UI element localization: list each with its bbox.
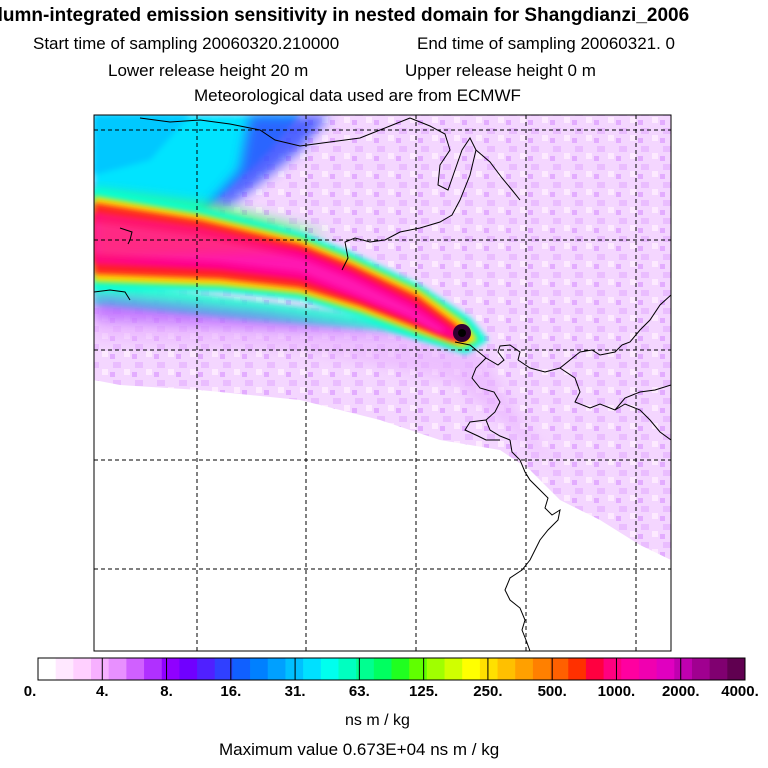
colorbar-swatch: [338, 658, 357, 680]
colorbar-tick-label: 500.: [537, 683, 567, 700]
colorbar-swatch: [585, 658, 605, 680]
colorbar-tick-label: 4000.: [721, 683, 759, 700]
colorbar-swatch: [250, 658, 269, 680]
start-time-label: Start time of sampling 20060320.210000: [33, 34, 340, 53]
colorbar-swatch: [91, 658, 110, 680]
lower-release-label: Lower release height 20 m: [108, 61, 309, 80]
plot-title: olumn-integrated emission sensitivity in…: [0, 5, 690, 26]
colorbar-swatch: [38, 658, 57, 680]
colorbar: [37, 657, 746, 681]
colorbar-swatch: [603, 658, 622, 680]
colorbar-unit-label: ns m / kg: [345, 712, 410, 729]
colorbar-swatch: [161, 658, 180, 680]
colorbar-swatch: [656, 658, 675, 680]
colorbar-swatch: [303, 658, 322, 680]
colorbar-swatch: [674, 658, 693, 680]
colorbar-swatch: [568, 658, 587, 680]
colorbar-swatch: [444, 658, 463, 680]
colorbar-swatch: [373, 658, 392, 680]
colorbar-swatch: [73, 658, 92, 680]
maximum-value-label: Maximum value 0.673E+04 ns m / kg: [219, 740, 500, 759]
colorbar-swatch: [179, 658, 198, 680]
colorbar-swatch: [55, 658, 74, 680]
colorbar-swatch: [232, 658, 251, 680]
colorbar-tick-label: 63.: [348, 683, 370, 700]
colorbar-frame: [37, 657, 746, 681]
colorbar-swatch: [144, 658, 163, 680]
coastlines-borders: [94, 117, 671, 651]
colorbar-swatch: [515, 658, 534, 680]
colorbar-swatch: [356, 658, 375, 680]
colorbar-swatch: [409, 658, 428, 680]
colorbar-swatch: [532, 658, 552, 680]
colorbar-swatch: [285, 658, 304, 680]
upper-release-label: Upper release height 0 m: [405, 61, 596, 80]
colorbar-swatch: [621, 658, 640, 680]
colorbar-tick-label: 0.: [23, 683, 37, 700]
met-data-label: Meteorological data used are from ECMWF: [194, 86, 521, 105]
colorbar-swatch: [550, 658, 569, 680]
colorbar-swatch: [638, 658, 658, 680]
colorbar-swatch: [320, 658, 339, 680]
colorbar-tick-label: 8.: [160, 683, 173, 700]
colorbar-swatch: [214, 658, 233, 680]
map-area: [94, 115, 671, 651]
end-time-label: End time of sampling 20060321. 0: [417, 34, 676, 53]
colorbar-swatch: [267, 658, 286, 680]
colorbar-tick-label: 1000.: [597, 683, 636, 700]
colorbar-swatch: [391, 658, 410, 680]
colorbar-tick-label: 125.: [409, 683, 439, 700]
colorbar-swatch: [691, 658, 711, 680]
colorbar-swatch: [462, 658, 481, 680]
colorbar-swatch: [197, 658, 216, 680]
colorbar-tick-label: 2000.: [661, 683, 700, 700]
colorbar-swatch: [497, 658, 516, 680]
colorbar-swatch: [108, 658, 127, 680]
colorbar-tick-label: 250.: [473, 683, 503, 700]
colorbar-swatch: [727, 658, 746, 680]
colorbar-swatch: [709, 658, 728, 680]
colorbar-tick-label: 4.: [96, 683, 109, 700]
colorbar-tick-label: 16.: [220, 683, 242, 700]
map-frame: [93, 114, 672, 652]
colorbar-swatch: [126, 658, 145, 680]
colorbar-tick-label: 31.: [284, 683, 306, 700]
colorbar-swatch: [479, 658, 499, 680]
colorbar-swatch: [426, 658, 446, 680]
